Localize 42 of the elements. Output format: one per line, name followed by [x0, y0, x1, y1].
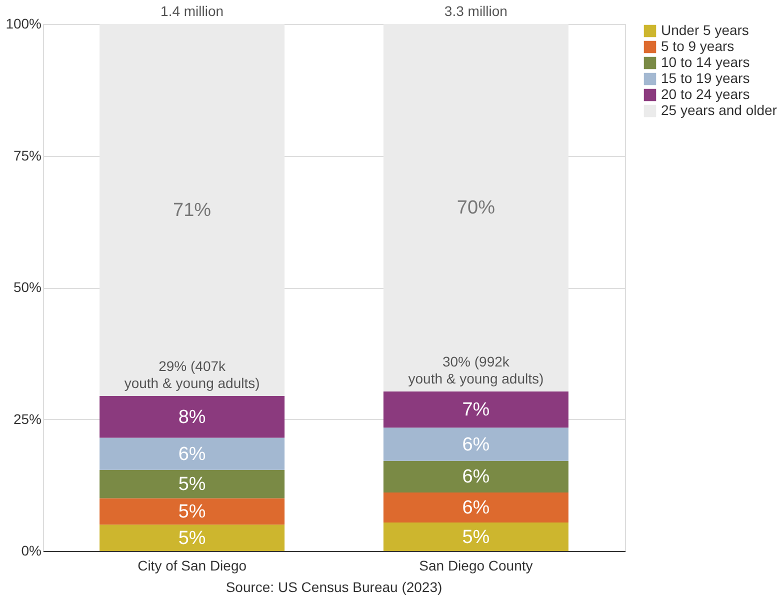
legend-label: 5 to 9 years — [661, 38, 734, 54]
y-tick-label: 100% — [6, 16, 42, 32]
legend-label: 15 to 19 years — [661, 70, 750, 86]
source-note: Source: US Census Bureau (2023) — [226, 579, 442, 595]
data-label: 7% — [462, 400, 490, 420]
legend-label: 25 years and older — [661, 102, 778, 118]
bar — [383, 522, 568, 551]
annotation: 1.4 million — [160, 3, 224, 19]
y-tick-label: 25% — [13, 410, 42, 427]
data-label: 6% — [462, 466, 490, 488]
x-tick-label: San Diego County — [419, 558, 533, 574]
data-label: 5% — [462, 526, 490, 548]
bar — [100, 438, 285, 470]
bar — [100, 524, 285, 551]
bar — [383, 428, 568, 461]
data-label: 5% — [178, 528, 206, 549]
bar — [383, 24, 568, 392]
annotation: 30% (992k youth & young adults) — [408, 353, 544, 386]
bar — [100, 396, 285, 438]
data-label: 71% — [173, 200, 212, 222]
data-label: 70% — [456, 198, 496, 219]
data-label: 6% — [462, 434, 490, 456]
y-tick-label: 50% — [13, 279, 42, 295]
legend-label: 20 to 24 years — [661, 86, 750, 102]
data-label: 8% — [178, 406, 206, 428]
bar — [383, 460, 568, 493]
y-tick-label: 75% — [13, 147, 42, 164]
data-label: 5% — [178, 474, 206, 496]
x-tick-label: City of San Diego — [138, 558, 247, 574]
legend-label: 10 to 14 years — [661, 54, 750, 70]
data-label: 5% — [178, 501, 206, 522]
bar — [383, 391, 568, 428]
data-label: 6% — [462, 498, 490, 519]
y-tick-label: 0% — [21, 542, 42, 558]
legend-label: Under 5 years — [661, 22, 749, 38]
bar — [100, 470, 285, 498]
bar — [100, 24, 285, 396]
annotation: 3.3 million — [444, 3, 508, 19]
annotation: 29% (407k youth & young adults) — [124, 358, 260, 392]
bar — [383, 492, 568, 523]
bar — [100, 498, 285, 525]
data-label: 6% — [178, 444, 206, 465]
